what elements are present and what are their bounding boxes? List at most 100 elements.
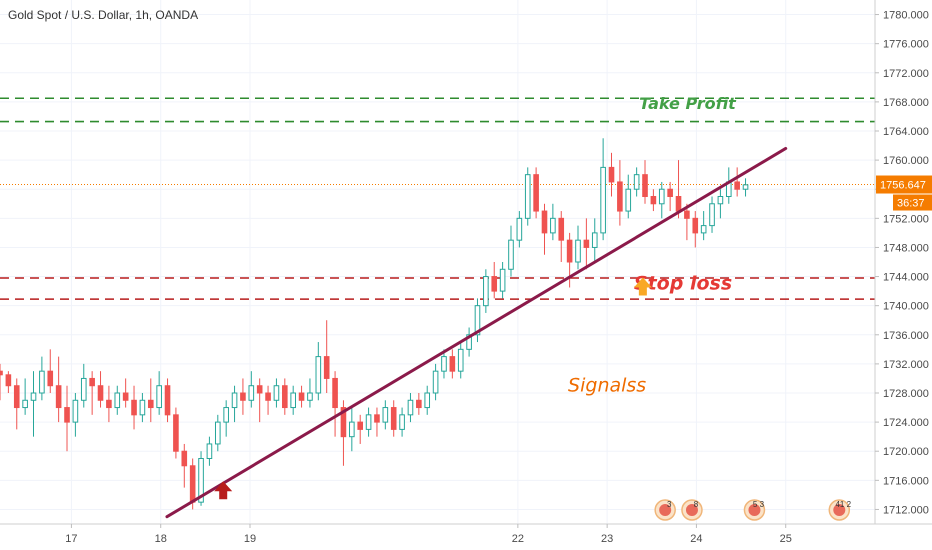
countdown-badge	[893, 194, 932, 211]
candlestick	[47, 349, 54, 393]
candle-body	[575, 239, 581, 263]
candle-body	[466, 334, 472, 350]
candlestick	[374, 407, 380, 437]
candlestick	[240, 378, 246, 415]
annotations: Take Profit Stop loss Signalss	[214, 94, 737, 500]
candle-body	[122, 392, 129, 401]
candlestick	[633, 167, 640, 197]
candlestick	[273, 378, 280, 408]
y-tick-label: 1748.000	[883, 242, 929, 254]
candle-body	[39, 370, 45, 394]
price-axis[interactable]: 1712.000 1716.000 1720.000 1724.000 1728.000…	[875, 10, 929, 517]
candlestick	[357, 414, 364, 444]
candlestick	[80, 363, 87, 408]
candle-body	[106, 399, 112, 409]
candle-body	[80, 377, 87, 401]
event-count: 3	[667, 500, 672, 509]
candlestick	[709, 196, 715, 233]
x-tick-label: 22	[512, 533, 524, 545]
candlestick	[583, 218, 590, 270]
candle-body	[742, 184, 749, 190]
y-tick-label: 1760.000	[883, 155, 929, 167]
candle-body	[524, 174, 531, 219]
candle-body	[642, 174, 648, 198]
candlestick	[22, 378, 28, 415]
candlestick	[516, 211, 523, 248]
candlestick	[349, 407, 355, 452]
candlestick	[667, 181, 673, 212]
y-tick-label: 1776.000	[883, 39, 929, 51]
x-tick-label: 17	[65, 533, 77, 545]
candlestick	[390, 400, 397, 437]
event-count: 41 2	[835, 500, 851, 509]
candlestick	[441, 349, 447, 379]
x-tick-label: 25	[780, 533, 792, 545]
candle-body	[22, 399, 28, 409]
candle-body	[97, 385, 104, 401]
candlestick	[307, 378, 313, 408]
candle-body	[248, 385, 255, 401]
candlestick	[399, 407, 405, 437]
candlestick	[483, 269, 489, 313]
candle-body	[147, 399, 154, 409]
candle-body	[617, 181, 623, 212]
arrow-up-icon	[633, 277, 652, 296]
candlestick	[164, 378, 171, 423]
candle-body	[692, 217, 699, 234]
candle-body	[114, 392, 121, 409]
candle-body	[516, 217, 523, 241]
y-tick-label: 1724.000	[883, 417, 929, 429]
arrow-up-icon	[214, 481, 233, 500]
candlestick	[55, 356, 62, 423]
chart-title: Gold Spot / U.S. Dollar, 1h, OANDA	[8, 8, 198, 22]
candlestick	[13, 378, 20, 430]
candle-body	[508, 239, 514, 270]
y-tick-label: 1716.000	[883, 475, 929, 487]
candlestick	[658, 181, 665, 219]
candlestick	[508, 225, 514, 277]
candlestick	[474, 298, 481, 343]
candle-body	[533, 174, 539, 212]
candle-body	[717, 196, 724, 205]
flag-us-inner-icon	[659, 504, 672, 516]
economic-event-marker: 5 3	[743, 499, 766, 521]
economic-event-marker: 3	[654, 499, 676, 521]
candle-body	[89, 377, 95, 387]
event-markers: 3 8 5 3 41 2	[654, 499, 852, 521]
candle-body	[240, 392, 246, 401]
candle-body	[332, 377, 338, 409]
candlestick	[30, 371, 37, 437]
candlestick	[407, 393, 414, 423]
y-tick-label: 1732.000	[883, 359, 929, 371]
candlestick	[432, 363, 439, 401]
candle-body	[365, 414, 372, 430]
candle-body	[633, 174, 640, 190]
y-tick-label: 1780.000	[883, 10, 929, 22]
x-tick-label: 24	[690, 533, 702, 545]
candle-body	[591, 232, 598, 248]
candlestick	[416, 393, 422, 415]
current-price-value: 1756.647	[880, 180, 926, 192]
y-tick-label: 1744.000	[883, 272, 929, 284]
candle-body	[231, 392, 238, 409]
candle-body	[457, 348, 464, 372]
candlestick	[466, 327, 472, 357]
y-tick-label: 1728.000	[883, 388, 929, 400]
candle-body	[625, 188, 632, 212]
candlestick	[457, 342, 464, 379]
candle-body	[256, 385, 263, 394]
candlestick	[608, 152, 615, 197]
candle-body	[307, 392, 313, 401]
time-axis[interactable]: 17 18 19 22 23 24 25	[65, 524, 792, 545]
candlestick	[625, 174, 632, 219]
candle-body	[290, 392, 296, 409]
candlestick	[206, 436, 213, 466]
candlestick	[332, 371, 338, 437]
candlestick	[591, 218, 598, 262]
candlestick	[131, 385, 137, 430]
candle-body	[441, 356, 447, 372]
candlestick	[114, 385, 121, 415]
flag-us-inner-icon	[833, 504, 846, 516]
